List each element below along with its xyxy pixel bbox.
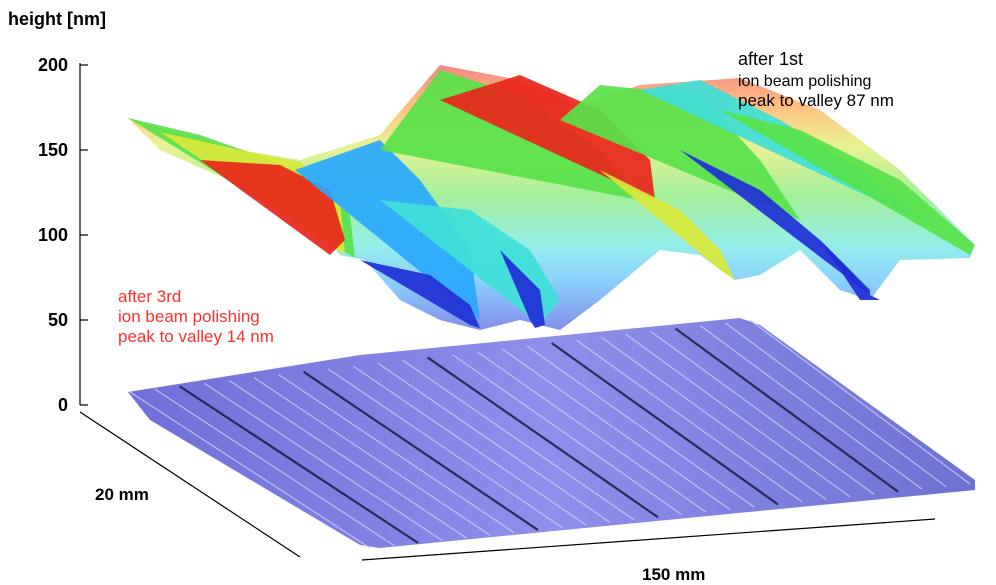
surface-after-1st-polishing	[128, 65, 975, 330]
lower-surface-ridge-line	[550, 342, 779, 506]
lower-surface-ridge-line	[328, 368, 563, 529]
upper-surface-ridge	[360, 260, 480, 328]
lower-surface-ridge-line	[402, 359, 635, 521]
lower-surface-ridge-line	[154, 388, 395, 546]
z-tick-label: 50	[48, 310, 68, 330]
lower-surface-plane	[128, 318, 975, 548]
annotation-3rd-line-2: ion beam polishing	[118, 307, 260, 326]
lower-surface-ridge-line	[204, 382, 443, 541]
annotation-after-3rd: after 3rd ion beam polishing peak to val…	[118, 287, 274, 346]
x-axis-label: 150 mm	[642, 565, 705, 584]
lower-surface-ridge-line	[253, 377, 491, 536]
annotation-1st-line-3: peak to valley 87 nm	[738, 91, 894, 110]
lower-surface-ridge-line	[426, 356, 659, 519]
annotation-3rd-line-1: after 3rd	[118, 287, 181, 306]
y-axis-line	[79, 411, 301, 558]
z-tick-label: 200	[38, 55, 68, 75]
lower-surface-ridge-line	[501, 348, 731, 511]
upper-surface-ridge	[295, 140, 480, 320]
lower-surface-ridge-line	[352, 365, 587, 526]
upper-surface-ridge	[600, 170, 735, 280]
lower-surface-ridge-line	[700, 325, 923, 490]
upper-surface-ridge	[720, 110, 975, 255]
lower-surface-ridge-line	[452, 354, 683, 516]
upper-surface-ridge	[380, 200, 560, 325]
axes: 200 150 100 50 0	[38, 55, 936, 561]
lower-surface-ridge-line	[129, 391, 371, 549]
lower-surface-ridge-line	[278, 374, 515, 534]
lower-surface-ridge-line	[526, 345, 755, 508]
z-tick-label: 0	[58, 395, 68, 415]
surface-after-3rd-polishing	[128, 318, 975, 549]
lower-surface-ridge-line	[724, 322, 947, 488]
y-axis-label: 20 mm	[95, 485, 149, 504]
lower-surface-ridge-line	[650, 331, 875, 495]
lower-surface-ridge-line	[302, 370, 539, 531]
upper-surface-ridge	[440, 75, 655, 200]
z-axis-label: height [nm]	[8, 9, 106, 29]
z-ticks: 200 150 100 50 0	[38, 55, 88, 415]
upper-surface-ridge	[380, 70, 640, 200]
z-tick-label: 100	[38, 225, 68, 245]
lower-surface-ridge-line	[625, 333, 851, 498]
upper-surface-ridge	[200, 160, 345, 255]
annotation-1st-line-2: ion beam polishing	[738, 73, 871, 90]
z-tick-label: 150	[38, 140, 68, 160]
lower-surface-ridge-line	[178, 385, 419, 544]
lower-surface-ridge-line	[749, 319, 971, 485]
lower-surface-ridge-line	[377, 362, 611, 523]
lower-surface-ridge-line	[576, 339, 803, 503]
upper-surface-ridge	[500, 250, 545, 328]
annotation-3rd-line-3: peak to valley 14 nm	[118, 327, 274, 346]
upper-surface-ridge	[820, 240, 880, 300]
x-axis-line	[361, 518, 936, 561]
lower-surface-ridge-line	[476, 351, 707, 513]
lower-surface-ridge-line	[674, 327, 899, 493]
upper-surface-ridge	[680, 150, 870, 295]
lower-surface-ridge-line	[600, 336, 827, 500]
lower-surface-ridge-line	[228, 379, 467, 539]
annotation-1st-line-1: after 1st	[738, 49, 803, 69]
annotation-after-1st: after 1st ion beam polishing peak to val…	[738, 49, 894, 110]
